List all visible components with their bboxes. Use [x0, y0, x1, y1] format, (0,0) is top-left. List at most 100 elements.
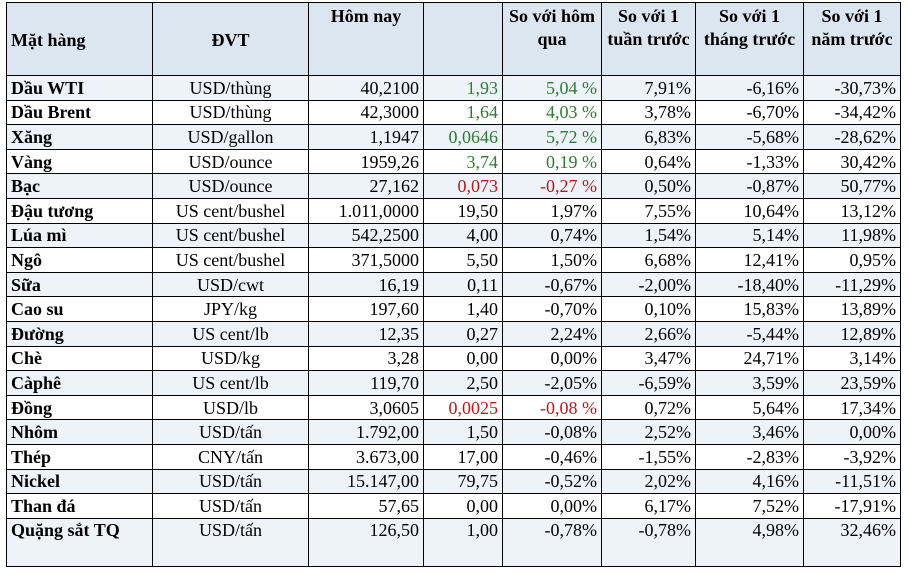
cell-vs-year: -3,92%: [803, 443, 901, 470]
cell-unit: US cent/bushel: [152, 247, 309, 273]
header-unit: ĐVT: [152, 2, 309, 76]
cell-change: 19,50: [423, 197, 503, 224]
cell-vs-year: 0,00%: [803, 419, 901, 445]
cell-unit: JPY/kg: [152, 296, 309, 322]
cell-vs-yesterday: 4,03 %: [502, 99, 602, 126]
cell-today: 27,162: [308, 173, 424, 199]
cell-vs-year: 32,46%: [803, 517, 901, 567]
cell-unit: USD/ounce: [152, 148, 309, 175]
cell-vs-yesterday: 0,74%: [502, 222, 602, 249]
cell-vs-year: -11,29%: [803, 271, 901, 298]
table-row: Xăng USD/gallon 1,1947 0,0646 5,72 % 6,83% -5,…: [6, 124, 901, 150]
table-row: Quặng sắt TQ USD/tấn 126,50 1,00 -0,78% -0,78…: [6, 517, 901, 567]
cell-item: Bạc: [6, 173, 153, 199]
cell-unit: USD/thùng: [152, 75, 309, 101]
cell-vs-year: 3,14%: [803, 345, 901, 372]
cell-vs-yesterday: -0,27 %: [502, 173, 602, 199]
cell-vs-week: 6,17%: [601, 493, 696, 519]
cell-vs-yesterday: -0,08 %: [502, 394, 602, 421]
cell-vs-week: 2,02%: [601, 468, 696, 495]
cell-vs-yesterday: -0,46%: [502, 443, 602, 470]
header-item: Mặt hàng: [6, 2, 153, 76]
cell-vs-year: 13,12%: [803, 197, 901, 224]
cell-today: 119,70: [308, 370, 424, 396]
cell-vs-week: 0,10%: [601, 296, 696, 322]
cell-unit: US cent/lb: [152, 370, 309, 396]
cell-item: Quặng sắt TQ: [6, 517, 153, 567]
table-row: Nhôm USD/tấn 1.792,00 1,50 -0,08% 2,52% 3,46% 0…: [6, 419, 901, 445]
cell-vs-year: 30,42%: [803, 148, 901, 175]
cell-today: 1,1947: [308, 124, 424, 150]
cell-vs-week: -0,78%: [601, 517, 696, 567]
cell-vs-month: -5,68%: [695, 124, 804, 150]
cell-vs-year: -17,91%: [803, 493, 901, 519]
cell-vs-yesterday: -0,70%: [502, 296, 602, 322]
cell-change: 0,00: [423, 493, 503, 519]
cell-today: 1.011,0000: [308, 197, 424, 224]
cell-vs-month: 4,98%: [695, 517, 804, 567]
cell-vs-year: -28,62%: [803, 124, 901, 150]
cell-unit: US cent/bushel: [152, 197, 309, 224]
cell-change: 0,00: [423, 345, 503, 372]
cell-vs-year: 23,59%: [803, 370, 901, 396]
commodity-price-table: Mặt hàng ĐVT Hôm nay So với hôm qua So v…: [6, 2, 901, 567]
cell-vs-month: 3,46%: [695, 419, 804, 445]
cell-change: 0,0646: [423, 124, 503, 150]
cell-today: 126,50: [308, 517, 424, 567]
cell-change: 5,50: [423, 247, 503, 273]
table-row: Nickel USD/tấn 15.147,00 79,75 -0,52% 2,02% 4,…: [6, 468, 901, 495]
cell-today: 42,3000: [308, 99, 424, 126]
header-vs-month: So với 1 tháng trước: [695, 2, 804, 76]
cell-today: 1.792,00: [308, 419, 424, 445]
cell-vs-yesterday: -2,05%: [502, 370, 602, 396]
cell-change: 3,74: [423, 148, 503, 175]
cell-item: Chè: [6, 345, 153, 372]
cell-vs-yesterday: -0,78%: [502, 517, 602, 567]
cell-vs-week: 1,54%: [601, 222, 696, 249]
cell-today: 1959,26: [308, 148, 424, 175]
cell-item: Sữa: [6, 271, 153, 298]
cell-today: 371,5000: [308, 247, 424, 273]
header-vs-yesterday: So với hôm qua: [502, 2, 602, 76]
cell-vs-yesterday: 1,97%: [502, 197, 602, 224]
cell-change: 2,50: [423, 370, 503, 396]
table-row: Sữa USD/cwt 16,19 0,11 -0,67% -2,00% -18,40% -1…: [6, 271, 901, 298]
cell-vs-yesterday: 0,00%: [502, 345, 602, 372]
cell-vs-month: 3,59%: [695, 370, 804, 396]
table-row: Lúa mì US cent/bushel 542,2500 4,00 0,74% 1,5…: [6, 222, 901, 249]
table-row: Thép CNY/tấn 3.673,00 17,00 -0,46% -1,55% -2,8…: [6, 443, 901, 470]
cell-vs-yesterday: 0,19 %: [502, 148, 602, 175]
cell-vs-week: 0,72%: [601, 394, 696, 421]
cell-change: 1,00: [423, 517, 503, 567]
cell-vs-yesterday: 1,50%: [502, 247, 602, 273]
cell-item: Ngô: [6, 247, 153, 273]
cell-item: Đường: [6, 320, 153, 347]
cell-change: 0,27: [423, 320, 503, 347]
cell-vs-year: 50,77%: [803, 173, 901, 199]
cell-vs-week: -6,59%: [601, 370, 696, 396]
cell-unit: USD/kg: [152, 345, 309, 372]
cell-vs-month: 24,71%: [695, 345, 804, 372]
table-row: Chè USD/kg 3,28 0,00 0,00% 3,47% 24,71% 3,14%: [6, 345, 901, 372]
cell-vs-week: 0,64%: [601, 148, 696, 175]
table-row: Dầu WTI USD/thùng 40,2100 1,93 5,04 % 7,91% -6…: [6, 75, 901, 101]
cell-today: 3,0605: [308, 394, 424, 421]
cell-change: 79,75: [423, 468, 503, 495]
cell-vs-month: 4,16%: [695, 468, 804, 495]
cell-item: Than đá: [6, 493, 153, 519]
cell-vs-month: 12,41%: [695, 247, 804, 273]
table-row: Đậu tương US cent/bushel 1.011,0000 19,50 1,…: [6, 197, 901, 224]
cell-change: 4,00: [423, 222, 503, 249]
cell-vs-yesterday: 0,00%: [502, 493, 602, 519]
cell-vs-week: 3,47%: [601, 345, 696, 372]
cell-item: Dầu WTI: [6, 75, 153, 101]
cell-item: Cao su: [6, 296, 153, 322]
cell-vs-yesterday: -0,52%: [502, 468, 602, 495]
cell-item: Vàng: [6, 148, 153, 175]
cell-change: 1,64: [423, 99, 503, 126]
cell-vs-yesterday: 5,04 %: [502, 75, 602, 101]
cell-vs-month: -6,70%: [695, 99, 804, 126]
cell-vs-year: 17,34%: [803, 394, 901, 421]
cell-unit: CNY/tấn: [152, 443, 309, 470]
cell-today: 16,19: [308, 271, 424, 298]
